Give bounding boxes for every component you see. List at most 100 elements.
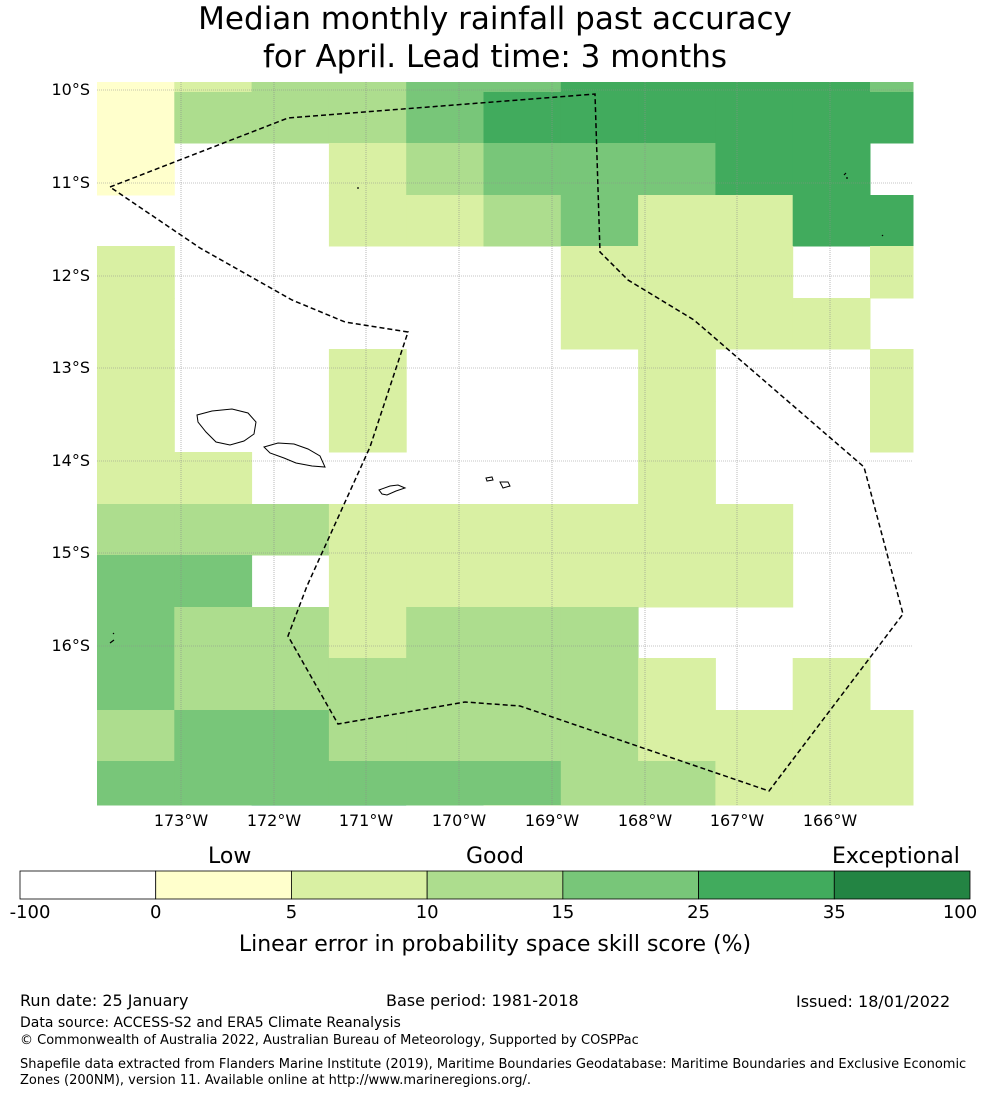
legend-category-good: Good: [466, 844, 524, 869]
longitude-label: 173°W: [153, 811, 209, 830]
skill-cell: [715, 761, 794, 806]
skill-cell: [328, 555, 407, 608]
skill-cell: [638, 761, 716, 806]
skill-cell: [251, 82, 330, 93]
skill-cell: [97, 298, 175, 350]
skill-cell: [406, 82, 484, 93]
skill-cell: [483, 82, 562, 93]
chart-title: Median monthly rainfall past accuracy fo…: [0, 0, 990, 76]
longitude-label: 166°W: [802, 811, 858, 830]
skill-cell: [560, 658, 639, 711]
issued-date: Issued: 18/01/2022: [796, 992, 951, 1011]
skill-cell: [638, 401, 716, 453]
skill-cell: [174, 710, 253, 762]
copyright: © Commonwealth of Australia 2022, Austra…: [20, 1033, 639, 1048]
skill-cell: [715, 246, 794, 299]
skill-cell: [97, 246, 175, 299]
colorbar-tick-label: 10: [415, 902, 439, 923]
skill-cell: [174, 452, 253, 505]
skill-cell: [174, 504, 253, 556]
skill-cell: [174, 555, 253, 608]
skill-cell: [174, 92, 253, 144]
skill-cell: [560, 298, 639, 350]
latitude-label: 14°S: [51, 451, 90, 470]
graticule: [97, 82, 913, 805]
skill-cell: [870, 92, 914, 144]
skill-cell: [251, 607, 330, 659]
skill-cell: [406, 607, 484, 659]
skill-cell: [328, 143, 407, 196]
skill-cell: [251, 761, 330, 806]
skill-cell: [870, 246, 914, 299]
colorbar-segment: [562, 870, 699, 900]
skill-cell: [638, 658, 716, 711]
islands: [109, 172, 884, 644]
longitude-label: 170°W: [431, 811, 487, 830]
skill-cell: [870, 82, 914, 93]
skill-cell: [560, 805, 639, 806]
latitude-label: 15°S: [51, 543, 90, 562]
skill-cell: [328, 761, 407, 806]
data-source: Data source: ACCESS-S2 and ERA5 Climate …: [20, 1015, 401, 1031]
skill-cell: [715, 504, 794, 556]
latitude-label: 16°S: [51, 636, 90, 655]
skill-cell: [870, 401, 914, 453]
skill-cell: [406, 710, 484, 762]
skill-cell: [328, 607, 407, 659]
longitude-label: 167°W: [709, 811, 765, 830]
skill-cell: [97, 143, 175, 196]
skill-cell: [638, 298, 716, 350]
legend-category-low: Low: [208, 844, 252, 869]
skill-cell: [638, 246, 716, 299]
skill-cell: [251, 658, 330, 711]
longitude-label: 172°W: [246, 811, 302, 830]
skill-cell: [715, 143, 794, 196]
skill-cell: [638, 504, 716, 556]
colorbar-title: Linear error in probability space skill …: [238, 932, 752, 957]
skill-cell: [638, 143, 716, 196]
skill-cell: [97, 805, 175, 806]
skill-cell: [483, 504, 562, 556]
skill-cell: [715, 298, 794, 350]
title-line-2: for April. Lead time: 3 months: [262, 39, 728, 75]
skill-cell: [715, 555, 794, 608]
colorbar-segment: [698, 870, 835, 900]
skill-cell: [560, 555, 639, 608]
colorbar-segment: [426, 870, 564, 900]
skill-cell: [715, 805, 794, 806]
skill-cell: [174, 658, 253, 711]
skill-cell: [638, 195, 716, 247]
skill-cell: [638, 82, 716, 93]
skill-cell: [328, 805, 407, 806]
skill-cell: [97, 607, 175, 659]
latitude-label: 11°S: [51, 173, 90, 192]
skill-cell: [328, 82, 407, 93]
island-small-east: [881, 234, 884, 237]
skill-cell: [792, 143, 871, 196]
skill-cell: [483, 555, 562, 608]
skill-cell: [792, 761, 871, 806]
skill-cell: [174, 761, 253, 806]
skill-cell: [638, 452, 716, 505]
skill-cell: [328, 710, 407, 762]
skill-cell: [870, 761, 914, 806]
island-tokelau-reef: [843, 172, 848, 179]
skill-cell: [560, 246, 639, 299]
skill-grid: [97, 82, 914, 806]
skill-cell: [251, 805, 330, 806]
skill-cell: [406, 143, 484, 196]
skill-cell: [406, 195, 484, 247]
colorbar-tick-label: 0: [149, 902, 162, 923]
island-small-southwest: [109, 632, 115, 644]
colorbar-segment: [833, 870, 971, 900]
skill-cell: [870, 349, 914, 402]
skill-cell: [560, 504, 639, 556]
skill-cell: [792, 710, 871, 762]
skill-cell: [97, 82, 175, 93]
colorbar-segment: [291, 870, 428, 900]
skill-cell: [97, 555, 175, 608]
latitude-label: 12°S: [51, 266, 90, 285]
skill-cell: [715, 92, 794, 144]
skill-cell: [251, 710, 330, 762]
skill-cell: [560, 607, 639, 659]
